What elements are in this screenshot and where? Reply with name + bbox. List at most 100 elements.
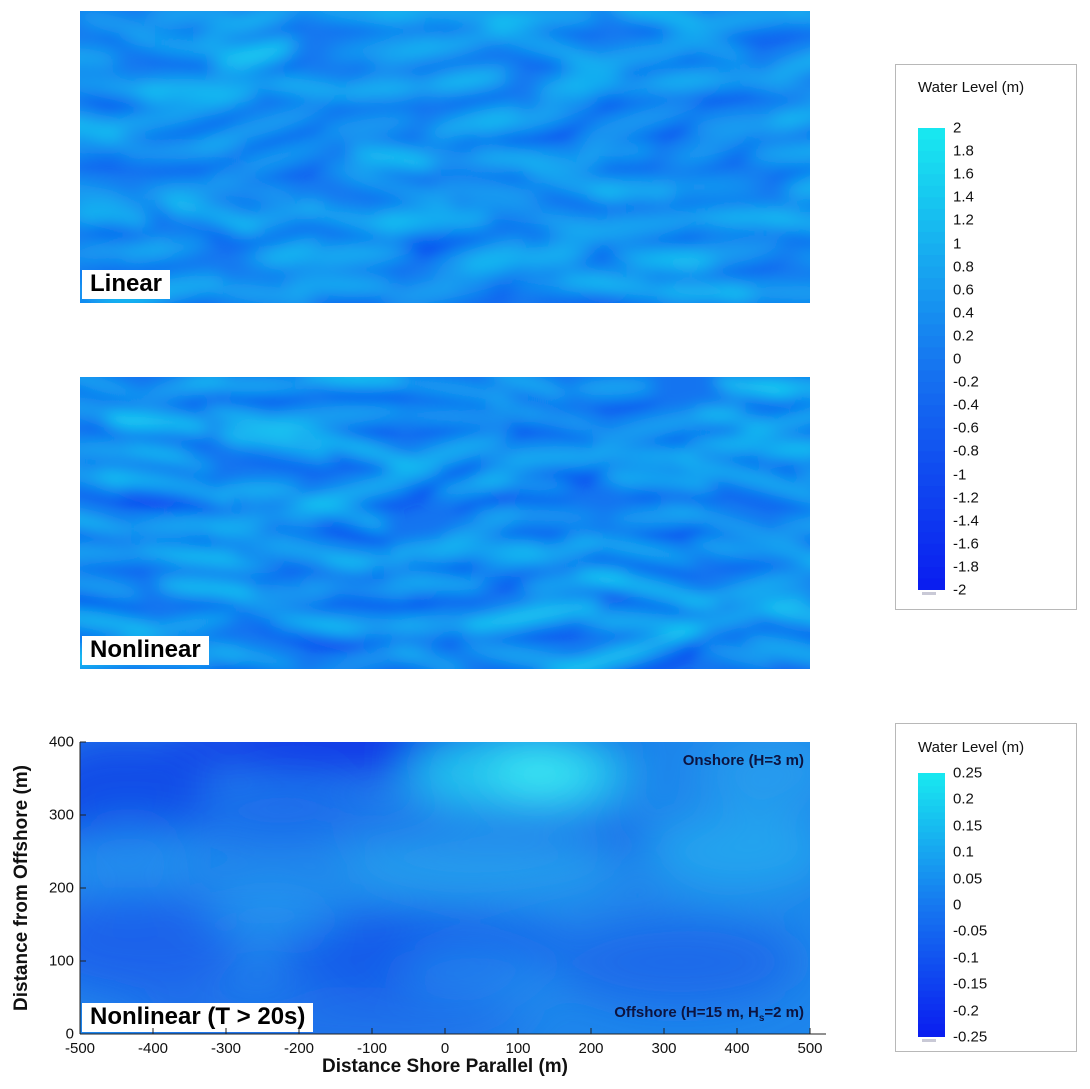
colorbar-2-band [918, 1017, 945, 1025]
wave-crest-13 [381, 409, 540, 424]
colorbar-1-band [918, 335, 945, 349]
colorbar-1-tick-label: 1.8 [953, 142, 974, 160]
wave-trough-32 [497, 119, 601, 153]
wave-crest-46 [139, 545, 285, 573]
heatmap-panel-nonlinear: Nonlinear [80, 377, 810, 669]
colorbar-1-band [918, 208, 945, 221]
colorbar-1-band [918, 185, 945, 198]
wave-crest-31 [423, 106, 521, 139]
colorbar-1-band [918, 359, 945, 372]
colorbar-2-band [918, 786, 945, 794]
wave-trough-3 [318, 18, 428, 40]
colorbar-2-band [918, 944, 945, 952]
colorbar-1-band [918, 162, 945, 175]
colorbar-1-band [918, 301, 945, 314]
colorbar-2-tick-label: -0.2 [953, 1002, 979, 1020]
wave-crest-14 [485, 399, 605, 433]
y-tick-label: 200 [48, 879, 74, 897]
wave-trough-19 [143, 461, 223, 486]
wave-crest-51 [563, 533, 700, 563]
x-tick-label: 200 [578, 1040, 604, 1057]
colorbar-1-tick-label: -0.8 [953, 442, 979, 460]
colorbar-1-end-cap [922, 592, 936, 595]
wave-trough-72 [80, 661, 186, 669]
wave-crest-57 [299, 576, 437, 600]
wave-crest-34 [674, 456, 810, 506]
wave-crest-0 [80, 377, 149, 400]
colorbar-2-band [918, 832, 945, 840]
wave-trough-34 [698, 475, 810, 518]
wave-trough-16 [680, 48, 756, 76]
heatmap-panel-nonlinear-t20: Nonlinear (T > 20s) Onshore (H=3 m) Offs… [80, 742, 810, 1034]
wave-crest-28 [100, 99, 240, 132]
colorbar-1-band [918, 243, 945, 256]
colorbar-1-tick-label: -0.6 [953, 419, 979, 437]
colorbar-2-band [918, 971, 945, 979]
colorbar-1-band [918, 428, 945, 441]
colorbar-2-band [918, 984, 945, 992]
x-axis-title: Distance Shore Parallel (m) [321, 1056, 569, 1077]
wave-crest-36 [80, 139, 148, 155]
wave-crest-75 [301, 636, 445, 669]
colorbar-1-band [918, 347, 945, 360]
colorbar-2-band [918, 852, 945, 860]
wave-crest-28 [95, 467, 235, 506]
wave-crest-75 [284, 277, 396, 293]
colorbar-1-tick-label: -1.6 [953, 535, 979, 553]
colorbar-1-band [918, 197, 945, 210]
colorbar-2-tick-label: 0.15 [953, 817, 983, 835]
wave-crest-12 [324, 34, 443, 59]
colorbar-2-band [918, 819, 945, 827]
wave-crest-70 [626, 238, 788, 276]
colorbar-1-tick-label: 2 [953, 119, 962, 137]
colorbar-2-band [918, 878, 945, 886]
colorbar-1-band [918, 139, 945, 152]
wave-crest-23 [533, 70, 625, 97]
wave-crest-43 [666, 139, 747, 164]
wave-trough-44 [767, 161, 810, 182]
wave-crest-79 [656, 280, 757, 303]
wave-crest-66 [271, 616, 430, 635]
wave-crest-9 [80, 47, 121, 70]
colorbar-1-band [918, 231, 945, 245]
wave-crest-41 [470, 151, 600, 168]
wave-crest-38 [239, 501, 333, 528]
colorbar-1-tick-label: 0.4 [953, 304, 974, 322]
x-tick-label: 400 [724, 1040, 750, 1057]
colorbar-1-band [918, 289, 945, 302]
panel-label-nonlinear-t20: Nonlinear (T > 20s) [82, 1003, 314, 1032]
wave-crest-48 [321, 553, 410, 567]
colorbar-2-band [918, 911, 945, 919]
colorbar-title-2: Water Level (m) [918, 739, 1025, 756]
wave-crest-5 [485, 11, 601, 29]
colorbar-2-band [918, 845, 945, 853]
wave-crest-45 [80, 543, 157, 564]
wave-crest-36 [80, 505, 132, 533]
colorbar-1-tick-label: 0 [953, 350, 962, 368]
colorbar-2-band [918, 964, 945, 972]
wave-crest-3 [300, 377, 408, 388]
wave-crest-59 [463, 203, 599, 230]
wave-trough-42 [626, 528, 710, 543]
wave-crest-52 [651, 180, 762, 193]
wave-trough-7 [705, 22, 810, 49]
wave-crest-53 [782, 169, 810, 199]
wave-crest-29 [193, 102, 335, 149]
wave-trough-55 [180, 216, 264, 249]
colorbar-1-band [918, 486, 945, 499]
wave-crest-37 [119, 139, 248, 160]
wave-crest-60 [575, 568, 720, 609]
wave-crest-46 [134, 183, 220, 202]
wave-crest-62 [766, 212, 810, 237]
colorbar-1-band [918, 312, 945, 325]
wave-trough-78 [580, 292, 683, 303]
colorbar-1-band [918, 543, 945, 556]
wave-crest-68 [459, 245, 598, 274]
wave-trough-31 [443, 128, 526, 156]
colorbar-2-tick-label: 0.25 [953, 764, 983, 782]
colorbar-1-tick-label: 1.4 [953, 188, 974, 206]
heatmap-nonlinear [80, 377, 810, 669]
wave-crest-27 [80, 113, 124, 140]
wave-crest-58 [372, 208, 494, 230]
wave-trough-20 [254, 93, 368, 114]
